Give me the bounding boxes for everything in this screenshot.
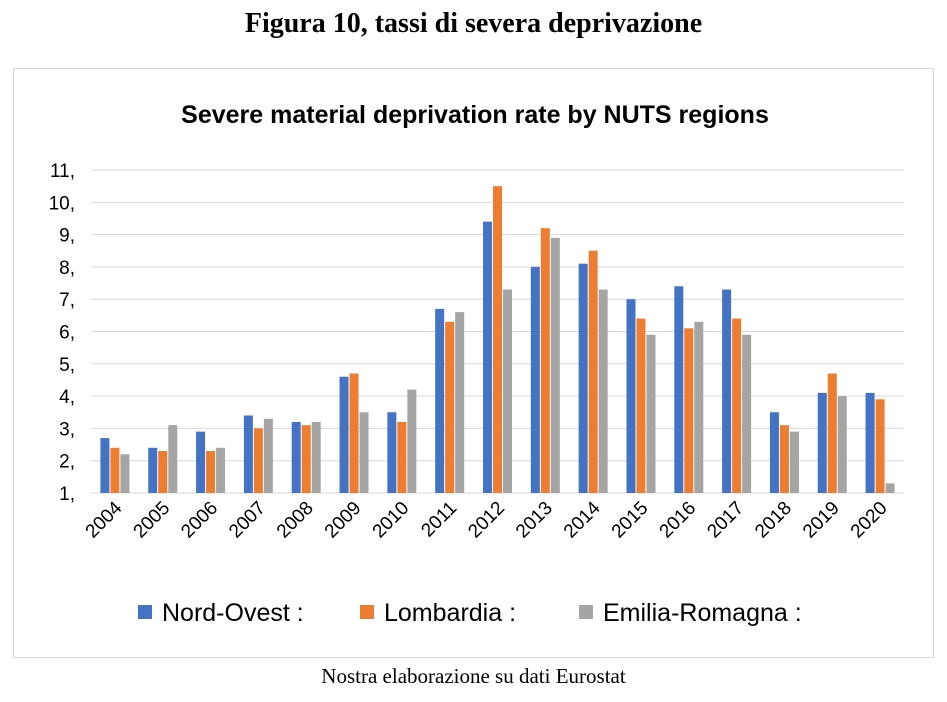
y-tick-label: 5, <box>59 355 75 376</box>
bar <box>742 334 752 493</box>
x-tick-label: 2014 <box>560 497 605 542</box>
x-tick-label: 2012 <box>464 498 509 543</box>
legend-label: Emilia-Romagna : <box>603 599 802 627</box>
bar <box>817 392 827 493</box>
bar <box>722 289 732 493</box>
bar <box>875 399 885 493</box>
bar <box>110 447 120 493</box>
x-tick-label: 2013 <box>512 498 557 543</box>
bar <box>694 321 704 493</box>
bar <box>779 425 789 493</box>
x-tick-label: 2015 <box>608 498 653 543</box>
bar <box>732 318 742 493</box>
bar <box>578 263 588 493</box>
bar <box>598 289 608 493</box>
bar <box>196 431 206 493</box>
bar <box>626 299 636 493</box>
y-tick-label: 7, <box>59 290 75 311</box>
bar <box>253 428 263 493</box>
y-tick-label: 10, <box>49 193 75 214</box>
bar <box>540 228 550 493</box>
bar <box>530 266 540 493</box>
bar <box>100 438 110 493</box>
bar <box>493 186 502 493</box>
x-tick-label: 2009 <box>321 498 366 543</box>
bar <box>359 412 369 493</box>
bar <box>865 392 875 493</box>
bar <box>216 447 226 493</box>
y-tick-label: 6, <box>59 323 75 344</box>
bar <box>674 286 684 493</box>
legend-swatch <box>138 605 152 619</box>
bar <box>769 412 779 493</box>
bar <box>387 412 397 493</box>
y-tick-label: 2, <box>59 452 75 473</box>
bar <box>291 421 301 493</box>
bar <box>349 373 359 493</box>
y-tick-label: 1, <box>59 484 75 505</box>
bar <box>243 415 253 493</box>
chart-title: Severe material deprivation rate by NUTS… <box>181 101 769 129</box>
bar <box>646 334 656 493</box>
x-tick-label: 2018 <box>751 498 796 543</box>
bar <box>158 451 168 493</box>
legend-swatch <box>579 605 593 619</box>
legend-label: Lombardia : <box>384 599 516 627</box>
bar <box>827 373 837 493</box>
bar <box>789 431 799 493</box>
bar <box>885 483 895 493</box>
bar <box>148 447 158 493</box>
x-tick-label: 2007 <box>225 498 270 543</box>
legend-swatch <box>360 605 374 619</box>
y-tick-label: 3, <box>59 419 75 440</box>
bar-chart: Severe material deprivation rate by NUTS… <box>49 101 904 627</box>
x-tick-label: 2008 <box>273 498 318 543</box>
bar <box>636 318 646 493</box>
bar <box>588 250 598 493</box>
bar <box>339 376 349 493</box>
bar <box>503 289 512 493</box>
bar <box>483 221 492 493</box>
bar <box>397 421 407 493</box>
x-tick-label: 2004 <box>82 497 127 542</box>
bar <box>263 418 273 493</box>
y-tick-label: 4, <box>59 387 75 408</box>
bar <box>407 389 417 493</box>
bar <box>206 451 216 493</box>
x-tick-label: 2005 <box>130 498 175 543</box>
bar <box>455 312 465 493</box>
x-tick-label: 2010 <box>369 498 414 543</box>
x-tick-label: 2020 <box>847 498 892 543</box>
bar <box>435 308 445 493</box>
bar <box>684 328 694 493</box>
bar <box>837 396 847 493</box>
bar <box>311 421 321 493</box>
x-tick-label: 2017 <box>703 498 748 543</box>
legend-label: Nord-Ovest : <box>162 599 304 627</box>
x-tick-label: 2011 <box>417 498 461 542</box>
bar <box>120 454 130 493</box>
y-tick-label: 9, <box>59 226 75 247</box>
bar <box>550 237 560 493</box>
chart-container: Severe material deprivation rate by NUTS… <box>13 68 934 658</box>
y-tick-label: 8, <box>59 258 75 279</box>
x-tick-label: 2006 <box>177 498 222 543</box>
figure-title: Figura 10, tassi di severa deprivazione <box>244 8 703 39</box>
y-tick-label: 11, <box>50 161 75 182</box>
bar <box>168 425 178 493</box>
bar <box>445 321 455 493</box>
figure-caption: Nostra elaborazione su dati Eurostat <box>321 664 626 688</box>
x-tick-label: 2019 <box>799 498 844 543</box>
x-tick-label: 2016 <box>656 498 701 543</box>
bar <box>301 425 311 493</box>
